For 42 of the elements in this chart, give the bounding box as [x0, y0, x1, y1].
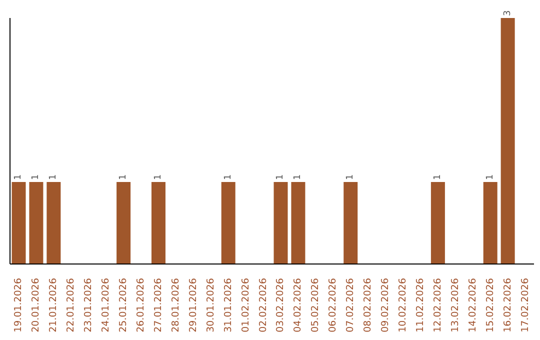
- data-label: 1: [48, 174, 59, 180]
- x-tick-label: 08.02.2026: [362, 278, 374, 332]
- data-label: 1: [153, 174, 164, 180]
- x-tick-label: 23.01.2026: [83, 278, 94, 332]
- data-label: 1: [14, 174, 24, 180]
- data-label: 1: [223, 174, 234, 180]
- x-tick-label: 17.02.2026: [520, 278, 531, 332]
- data-label: 1: [432, 174, 443, 180]
- x-tick-label: 28.01.2026: [170, 278, 182, 332]
- data-label: 1: [276, 174, 286, 180]
- x-tick-label: 31.01.2026: [222, 278, 234, 332]
- x-tick-label: 04.02.2026: [292, 278, 304, 332]
- x-tick-label: 07.02.2026: [345, 278, 356, 332]
- x-tick-label: 22.01.2026: [66, 278, 77, 332]
- x-tick-label: 25.01.2026: [118, 278, 130, 332]
- data-label: 1: [31, 174, 42, 180]
- x-tick-label: 03.02.2026: [275, 278, 286, 332]
- x-tick-label: 14.02.2026: [467, 278, 478, 332]
- x-tick-label: 01.02.2026: [240, 278, 252, 332]
- x-tick-label: 24.01.2026: [100, 278, 112, 332]
- x-tick-label: 21.01.2026: [48, 278, 60, 332]
- x-tick-label: 10.02.2026: [398, 278, 408, 332]
- x-tick-label: 12.02.2026: [432, 278, 444, 332]
- x-tick-label: 11.02.2026: [414, 278, 426, 332]
- x-tick-label: 26.01.2026: [136, 278, 146, 332]
- data-label: 3: [502, 10, 513, 16]
- data-label: 1: [293, 174, 304, 180]
- data-label: 1: [118, 174, 129, 180]
- x-tick-label: 29.01.2026: [188, 278, 199, 332]
- data-label: 1: [346, 174, 356, 180]
- data-label: 1: [485, 174, 496, 180]
- x-tick-label: 06.02.2026: [328, 278, 339, 332]
- x-tick-label: 20.01.2026: [30, 278, 42, 332]
- x-tick-label: 30.01.2026: [205, 278, 216, 332]
- x-tick-label: 19.01.2026: [13, 278, 24, 332]
- x-tick-label: 09.02.2026: [380, 278, 392, 332]
- x-tick-label: 13.02.2026: [450, 278, 461, 332]
- x-tick-label: 27.01.2026: [152, 278, 164, 332]
- x-tick-label: 16.02.2026: [502, 278, 514, 332]
- x-tick-label: 02.02.2026: [258, 278, 269, 332]
- x-tick-label: 15.02.2026: [484, 278, 496, 332]
- x-tick-label: 05.02.2026: [310, 278, 322, 332]
